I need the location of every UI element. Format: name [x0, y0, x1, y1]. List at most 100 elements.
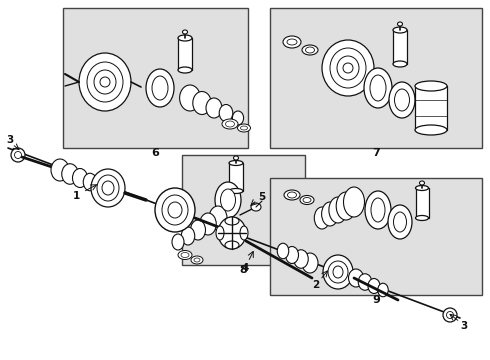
Ellipse shape: [337, 56, 359, 80]
Ellipse shape: [446, 311, 454, 319]
Ellipse shape: [378, 283, 388, 297]
Ellipse shape: [330, 48, 366, 88]
Ellipse shape: [172, 234, 184, 250]
Ellipse shape: [284, 190, 300, 200]
Ellipse shape: [73, 168, 88, 188]
Ellipse shape: [200, 213, 216, 235]
Ellipse shape: [288, 192, 296, 198]
Ellipse shape: [303, 198, 311, 202]
Ellipse shape: [94, 70, 116, 94]
Ellipse shape: [328, 261, 348, 283]
Ellipse shape: [348, 269, 364, 287]
Ellipse shape: [393, 27, 407, 33]
Ellipse shape: [152, 76, 168, 100]
Ellipse shape: [178, 251, 192, 260]
Ellipse shape: [277, 243, 289, 259]
Bar: [270, 178, 482, 295]
Ellipse shape: [302, 253, 318, 273]
Ellipse shape: [371, 198, 385, 222]
Ellipse shape: [222, 119, 238, 129]
Ellipse shape: [178, 67, 192, 73]
Ellipse shape: [180, 85, 200, 111]
Text: 8: 8: [239, 265, 247, 275]
Ellipse shape: [225, 217, 239, 225]
Bar: [182, 155, 305, 265]
Ellipse shape: [416, 216, 428, 220]
Ellipse shape: [305, 47, 315, 53]
Ellipse shape: [193, 91, 211, 114]
Bar: [270, 8, 482, 148]
Ellipse shape: [251, 203, 261, 211]
Ellipse shape: [415, 125, 447, 135]
Ellipse shape: [155, 188, 195, 232]
Ellipse shape: [329, 197, 347, 223]
Ellipse shape: [287, 39, 297, 45]
Ellipse shape: [286, 247, 298, 264]
Ellipse shape: [419, 181, 424, 185]
Ellipse shape: [100, 77, 110, 87]
Ellipse shape: [234, 156, 239, 160]
Ellipse shape: [215, 182, 241, 218]
Ellipse shape: [343, 187, 365, 217]
Ellipse shape: [146, 69, 174, 107]
Ellipse shape: [218, 217, 246, 249]
Ellipse shape: [91, 169, 125, 207]
Ellipse shape: [241, 126, 247, 130]
Ellipse shape: [191, 256, 203, 264]
Ellipse shape: [365, 191, 391, 229]
Ellipse shape: [87, 62, 123, 102]
Ellipse shape: [11, 148, 25, 162]
Ellipse shape: [229, 189, 243, 194]
Ellipse shape: [294, 250, 308, 268]
Ellipse shape: [97, 175, 119, 201]
Text: 9: 9: [372, 295, 380, 305]
Ellipse shape: [336, 192, 356, 220]
Text: 2: 2: [313, 280, 319, 290]
Ellipse shape: [358, 274, 372, 290]
Ellipse shape: [333, 266, 343, 278]
Ellipse shape: [209, 206, 227, 230]
Ellipse shape: [364, 68, 392, 108]
Ellipse shape: [181, 252, 189, 257]
Ellipse shape: [393, 212, 407, 232]
Ellipse shape: [232, 111, 244, 125]
Ellipse shape: [302, 45, 318, 55]
Text: 7: 7: [372, 148, 380, 158]
Ellipse shape: [219, 104, 233, 122]
Ellipse shape: [178, 35, 192, 41]
Ellipse shape: [314, 207, 330, 229]
Ellipse shape: [388, 205, 412, 239]
Bar: [415, 86, 447, 130]
Ellipse shape: [168, 202, 182, 218]
Ellipse shape: [443, 308, 457, 322]
Ellipse shape: [389, 82, 415, 118]
Bar: [416, 188, 429, 218]
Ellipse shape: [321, 202, 339, 226]
Bar: [393, 30, 407, 64]
Bar: [178, 38, 192, 70]
Text: 6: 6: [151, 148, 159, 158]
Ellipse shape: [283, 36, 301, 48]
Ellipse shape: [322, 40, 374, 96]
Ellipse shape: [238, 124, 250, 132]
Ellipse shape: [162, 195, 188, 225]
Ellipse shape: [368, 279, 380, 293]
Ellipse shape: [79, 53, 131, 111]
Ellipse shape: [102, 181, 114, 195]
Text: 1: 1: [73, 191, 80, 201]
Text: 4: 4: [241, 263, 249, 273]
Ellipse shape: [394, 89, 410, 111]
Ellipse shape: [225, 241, 239, 249]
Ellipse shape: [240, 226, 248, 240]
Text: 5: 5: [258, 192, 266, 202]
Ellipse shape: [415, 81, 447, 91]
Text: 3: 3: [461, 321, 467, 331]
Ellipse shape: [62, 164, 78, 184]
Ellipse shape: [323, 255, 353, 289]
Ellipse shape: [220, 189, 236, 211]
Ellipse shape: [182, 30, 188, 34]
Ellipse shape: [51, 159, 69, 181]
Text: 3: 3: [6, 135, 14, 145]
Ellipse shape: [216, 226, 224, 240]
Bar: [63, 8, 248, 148]
